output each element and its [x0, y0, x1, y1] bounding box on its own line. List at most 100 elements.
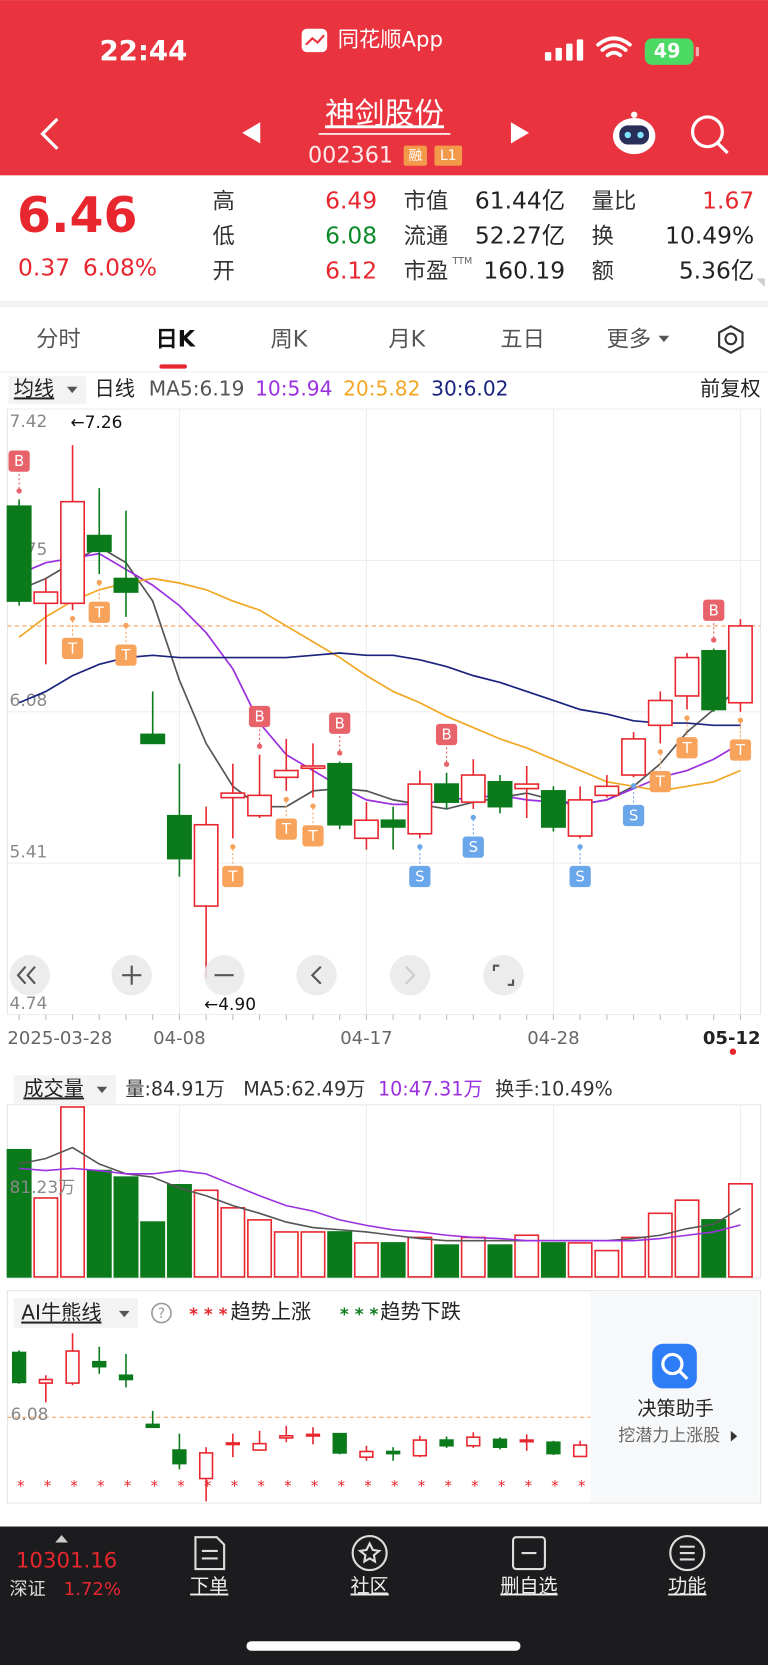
helper-panel[interactable] [590, 1291, 760, 1503]
candle-body [332, 1432, 347, 1454]
bottom-button[interactable]: 社区 [351, 1575, 389, 1598]
signal-dot [684, 715, 690, 721]
chart-control[interactable] [483, 955, 524, 996]
signal-dot [96, 579, 102, 586]
indicator-bg [13, 1075, 116, 1104]
signal-badge [275, 818, 297, 840]
back-button[interactable] [40, 117, 59, 150]
settings-button[interactable] [718, 324, 744, 354]
stock-code: 002361 [308, 143, 393, 169]
signal-dot [443, 761, 450, 767]
vol-ma-label: 10:47.31万 [378, 1077, 483, 1100]
signal-dot [16, 488, 22, 494]
stat-label: 市值 [404, 188, 449, 214]
volume-bar [407, 1236, 433, 1278]
signal-label: S [415, 868, 424, 886]
candle-body [279, 1435, 294, 1439]
adjust-mode[interactable]: 前复权 [700, 376, 761, 400]
candle-body [60, 500, 86, 605]
ma-label: MA5:6.19 [149, 376, 245, 400]
chart-control[interactable] [9, 955, 50, 996]
candle-body [38, 1378, 54, 1384]
chart-control[interactable] [111, 955, 152, 996]
volume-bar [540, 1242, 566, 1278]
date-label: 04-17 [340, 1028, 392, 1049]
control-bg [389, 955, 431, 996]
trend-dot: * [204, 1477, 211, 1495]
candle-body [327, 762, 353, 826]
volume-bar [193, 1189, 219, 1278]
candle-body [674, 656, 700, 697]
stat-value: 160.19 [483, 257, 565, 285]
next-stock[interactable] [510, 122, 529, 144]
tab[interactable]: 周K [270, 326, 308, 352]
candle-body [385, 1450, 401, 1455]
helper-icon-handle [678, 1370, 689, 1380]
volume-indicator[interactable]: 成交量 [23, 1076, 84, 1100]
battery-tip [695, 46, 699, 57]
control-icon [16, 966, 36, 985]
candle-body [6, 505, 32, 602]
prev-stock[interactable] [242, 122, 261, 144]
volume-bar [674, 1199, 700, 1278]
candle-body [434, 783, 460, 803]
candle-body [567, 799, 593, 837]
clock: 22:44 [99, 34, 187, 67]
vol-ma-line [19, 1167, 741, 1242]
signal-label: B [14, 452, 24, 470]
date-label: 04-28 [527, 1028, 579, 1049]
signal-label: T [120, 646, 131, 664]
control-bg [296, 955, 337, 996]
badge-bg [434, 145, 463, 166]
trend-dot: * [257, 1477, 264, 1495]
candle-body [300, 765, 326, 770]
trend-dot: * [124, 1477, 131, 1495]
candle-body [492, 1438, 508, 1448]
stock-name[interactable]: 神剑股份 [325, 96, 444, 131]
helper-icon-glass [661, 1352, 684, 1376]
trend-dot: * [231, 1477, 238, 1495]
trend-dot: * [551, 1477, 558, 1495]
trend-dot: * [284, 1477, 291, 1495]
indicator-arrow [66, 386, 78, 394]
bottom-button[interactable]: 功能 [668, 1575, 706, 1598]
y-tick-label: 6.08 [10, 691, 48, 711]
trend-dot: * [151, 1477, 158, 1495]
signal-icon [544, 39, 584, 61]
index-value[interactable]: 10301.16 [16, 1549, 117, 1574]
stat-value: 5.36亿 [679, 257, 754, 285]
volume-bar [594, 1249, 620, 1278]
ai-title[interactable]: AI牛熊线 [21, 1301, 101, 1325]
date-label: 04-08 [153, 1028, 205, 1049]
candle-body [460, 774, 486, 803]
candle-body [439, 1439, 454, 1447]
chart-control[interactable] [389, 955, 431, 996]
bottom-button[interactable]: 下单 [190, 1575, 228, 1598]
vol-ma-label: 换手:10.49% [495, 1077, 613, 1100]
tab[interactable]: 更多 [607, 326, 652, 352]
search-button[interactable] [690, 115, 729, 155]
signal-dot [283, 796, 289, 803]
tab[interactable]: 分时 [36, 326, 81, 352]
signal-label: B [441, 726, 451, 744]
tab[interactable]: 月K [388, 326, 426, 352]
help-icon[interactable] [151, 1302, 172, 1324]
tab[interactable]: 日K [155, 326, 195, 352]
tab[interactable]: 五日 [500, 326, 545, 352]
bottom-button[interactable]: 删自选 [500, 1575, 557, 1598]
assistant-icon[interactable] [612, 111, 656, 155]
signal-label: T [281, 820, 292, 838]
signal-dot [123, 622, 129, 629]
indicator-select[interactable]: 均线 [14, 376, 54, 400]
vol-ma-line [18, 1146, 741, 1242]
trend-dot: * [311, 1477, 318, 1495]
ma-line [18, 577, 741, 792]
gap [0, 1057, 768, 1066]
candle-body [572, 1444, 588, 1458]
chart-control[interactable] [203, 955, 245, 996]
min-label: ←4.90 [204, 995, 256, 1015]
ai-tick-label: 6.08 [11, 1405, 49, 1425]
stat-value: 10.49% [665, 221, 754, 249]
chart-control[interactable] [296, 955, 337, 996]
signal-badge [409, 865, 431, 888]
